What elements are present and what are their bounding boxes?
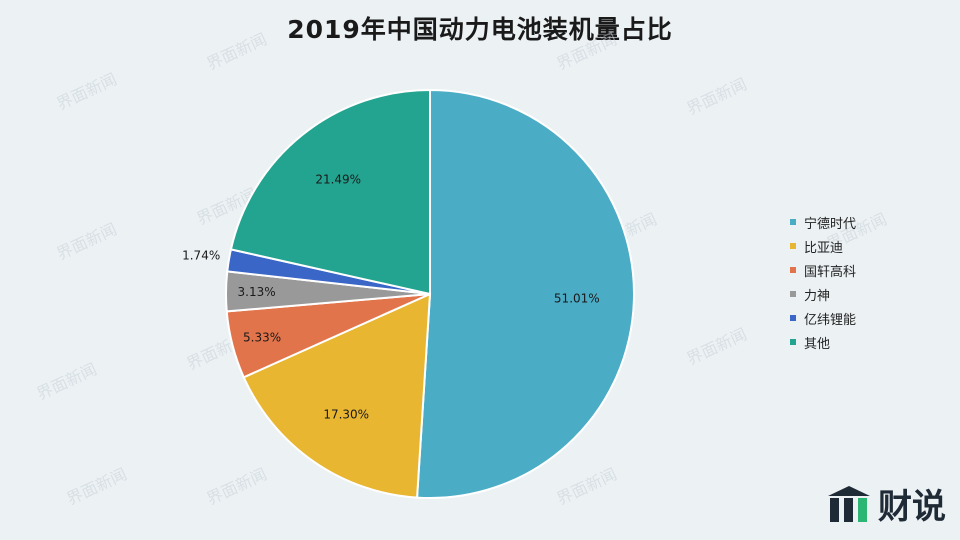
caishuo-logo: 财说	[826, 479, 946, 528]
watermark-text: 界面新闻	[684, 324, 750, 368]
legend-label: 宁德时代	[804, 216, 857, 232]
legend-item: 其他	[790, 330, 856, 354]
watermark-text: 界面新闻	[54, 69, 120, 113]
legend-swatch	[790, 267, 796, 273]
legend-item: 力神	[790, 282, 856, 306]
watermark-text: 界面新闻	[64, 464, 130, 508]
watermark-text: 界面新闻	[684, 74, 750, 118]
slice-data-label: 17.30%	[323, 408, 369, 422]
chart-legend: 宁德时代比亚迪国轩高科力神亿纬锂能其他	[790, 210, 856, 354]
legend-label: 国轩高科	[804, 264, 857, 280]
legend-swatch	[790, 339, 796, 345]
watermark-text: 界面新闻	[554, 29, 620, 73]
legend-swatch	[790, 243, 796, 249]
slice-data-label: 1.74%	[182, 249, 220, 263]
pie-slice	[229, 88, 431, 296]
legend-swatch	[790, 291, 796, 297]
slice-data-label: 5.33%	[243, 330, 281, 344]
watermark-text: 界面新闻	[554, 464, 620, 508]
legend-label: 其他	[804, 336, 831, 352]
legend-swatch	[790, 219, 796, 225]
pie-slice	[242, 292, 432, 499]
chart-title: 2019年中国动力电池装机量占比	[287, 15, 673, 44]
logo-text: 财说	[878, 487, 946, 527]
legend-item: 国轩高科	[790, 258, 856, 282]
legend-label: 力神	[804, 288, 831, 304]
legend-label: 亿纬锂能	[804, 312, 857, 328]
watermark-text: 界面新闻	[34, 359, 100, 403]
legend-item: 亿纬锂能	[790, 306, 856, 330]
legend-item: 宁德时代	[790, 210, 856, 234]
watermark-text: 界面新闻	[204, 464, 270, 508]
legend-swatch	[790, 315, 796, 321]
slice-data-label: 51.01%	[554, 292, 600, 306]
watermark-text: 界面新闻	[204, 29, 270, 73]
watermark-text: 界面新闻	[54, 219, 120, 263]
slice-data-label: 21.49%	[315, 172, 361, 186]
legend-label: 比亚迪	[804, 240, 844, 256]
building-logo-icon	[828, 485, 870, 522]
pie-slice	[416, 88, 636, 499]
slice-data-label: 3.13%	[238, 285, 276, 299]
legend-item: 比亚迪	[790, 234, 856, 258]
